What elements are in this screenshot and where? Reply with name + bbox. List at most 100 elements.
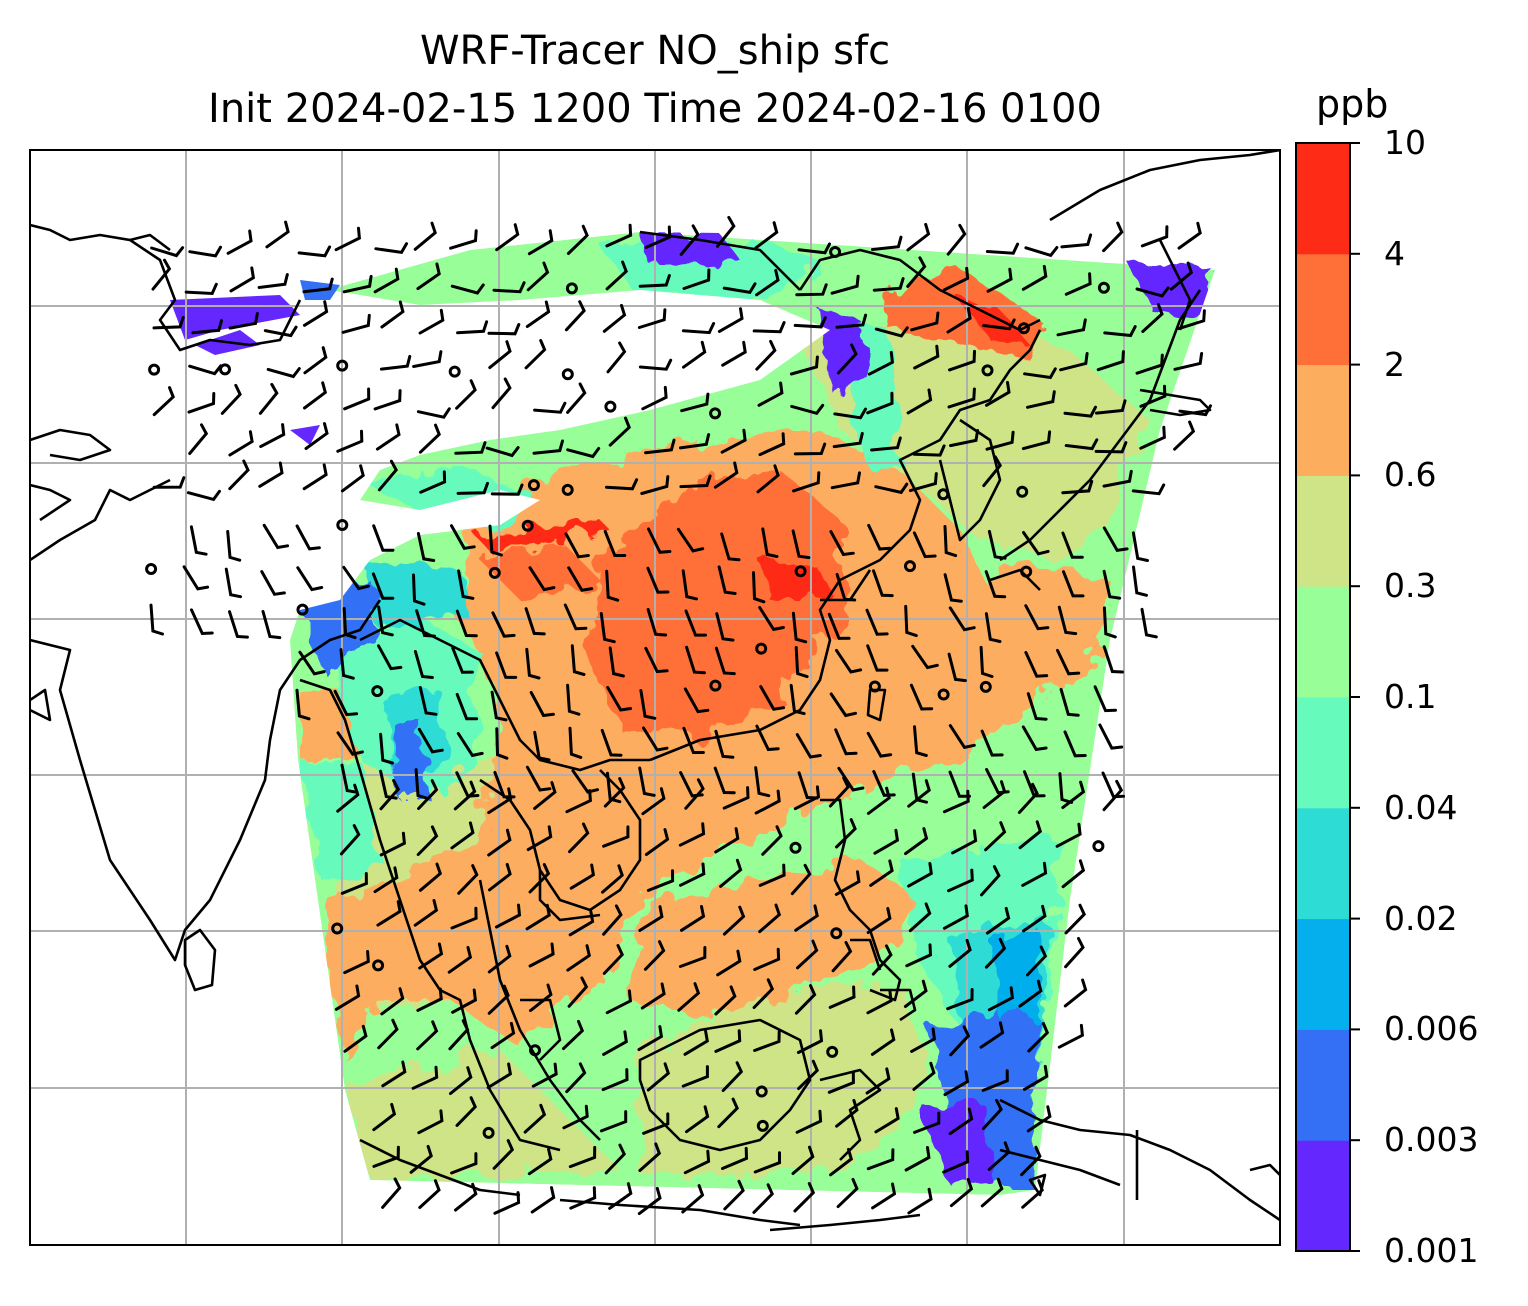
wind-barb bbox=[188, 245, 222, 258]
wind-barb bbox=[490, 483, 524, 496]
wind-barb bbox=[190, 608, 214, 636]
wind-barb bbox=[646, 566, 670, 594]
wind-barb bbox=[1024, 246, 1059, 258]
wind-barb bbox=[912, 444, 946, 457]
wind-barb bbox=[1093, 685, 1117, 713]
wind-barb bbox=[795, 733, 822, 759]
colorbar bbox=[1295, 142, 1360, 1252]
wind-barb bbox=[1102, 606, 1117, 639]
wind-barb bbox=[262, 523, 290, 550]
wind-barb bbox=[982, 318, 1016, 331]
colorbar-segment bbox=[1296, 697, 1350, 809]
wind-barb bbox=[608, 1182, 633, 1210]
wind-barb bbox=[418, 1179, 441, 1209]
wind-barb bbox=[342, 274, 373, 294]
wind-barb bbox=[415, 609, 436, 638]
wind-barb bbox=[797, 1059, 819, 1091]
wind-barb bbox=[605, 569, 620, 602]
wind-barb bbox=[906, 256, 927, 288]
wind-barb bbox=[1018, 820, 1043, 850]
wind-barb bbox=[1063, 978, 1088, 1008]
plot-title-line2: Init 2024-02-15 1200 Time 2024-02-16 010… bbox=[208, 86, 1102, 132]
wind-barb bbox=[644, 438, 676, 455]
wind-barb bbox=[907, 1187, 933, 1215]
wind-barb bbox=[834, 870, 861, 896]
wind-barb bbox=[450, 821, 475, 850]
wind-barb bbox=[681, 569, 698, 601]
wind-barb bbox=[530, 1186, 556, 1214]
wind-barb bbox=[229, 266, 256, 293]
wind-barb bbox=[637, 1025, 664, 1052]
wind-barb bbox=[450, 283, 485, 295]
wind-barb bbox=[942, 266, 970, 292]
wind-barb bbox=[303, 346, 328, 375]
wind-barb bbox=[296, 566, 324, 592]
wind-barb bbox=[228, 312, 259, 330]
wind-barb bbox=[417, 1109, 444, 1135]
wind-barb bbox=[602, 825, 630, 848]
wind-barb bbox=[721, 340, 747, 367]
wind-barb bbox=[490, 1021, 516, 1050]
wind-barb bbox=[758, 863, 786, 887]
wind-barb bbox=[1018, 979, 1043, 1008]
wind-barb bbox=[874, 326, 909, 338]
calm-wind-circle bbox=[372, 959, 385, 972]
wind-barb bbox=[755, 339, 777, 371]
wind-barb bbox=[913, 344, 940, 370]
wind-barb bbox=[493, 1191, 521, 1215]
wind-barb bbox=[150, 246, 185, 258]
wind-barb bbox=[642, 726, 669, 752]
wind-barb bbox=[419, 470, 447, 494]
wind-barb bbox=[794, 904, 819, 932]
wind-barb bbox=[608, 646, 625, 678]
calm-wind-circle bbox=[829, 246, 842, 258]
wind-barb bbox=[606, 341, 627, 374]
calm-wind-circle bbox=[756, 1119, 769, 1132]
calm-wind-circle bbox=[794, 565, 807, 578]
wind-barb bbox=[451, 988, 478, 1014]
wind-barb bbox=[302, 463, 328, 491]
wind-barb bbox=[874, 1107, 900, 1134]
wind-barb bbox=[796, 939, 819, 970]
wind-barb bbox=[303, 300, 329, 327]
wind-barb bbox=[450, 1152, 478, 1175]
wind-barb bbox=[1132, 565, 1148, 597]
wind-barb bbox=[833, 407, 867, 420]
wind-barb bbox=[987, 1141, 1011, 1171]
wind-barb bbox=[418, 423, 441, 454]
wind-barb bbox=[379, 769, 398, 800]
wind-barb bbox=[152, 476, 186, 489]
wind-barb bbox=[526, 261, 550, 292]
wind-barb bbox=[372, 524, 395, 552]
wind-barb bbox=[487, 828, 512, 857]
wind-barb bbox=[755, 268, 780, 297]
wind-barb bbox=[342, 565, 370, 591]
wind-barb bbox=[495, 651, 518, 679]
wind-barb bbox=[1020, 1145, 1042, 1177]
wind-barb bbox=[568, 910, 595, 937]
wind-barb bbox=[1061, 531, 1084, 559]
wind-barb bbox=[457, 864, 479, 895]
wind-barb bbox=[343, 387, 371, 411]
wind-barb bbox=[380, 300, 405, 329]
wind-barb bbox=[984, 570, 1007, 599]
wind-barb bbox=[676, 527, 705, 553]
wind-barb bbox=[980, 865, 1001, 897]
colorbar-segment bbox=[1296, 1029, 1350, 1141]
colorbar-tick-label: 0.02 bbox=[1384, 898, 1458, 938]
wind-barb bbox=[714, 646, 736, 676]
wind-barb bbox=[679, 474, 712, 489]
wind-barb bbox=[644, 225, 672, 249]
wind-barb bbox=[643, 940, 666, 971]
wind-barb bbox=[263, 325, 298, 338]
wind-barb bbox=[979, 645, 994, 678]
wind-barb bbox=[527, 1147, 553, 1176]
colorbar-tick-label: 0.6 bbox=[1384, 455, 1437, 495]
wind-barb bbox=[379, 831, 406, 857]
wind-barb bbox=[835, 1098, 859, 1128]
wind-barb bbox=[790, 863, 812, 896]
wind-barb bbox=[333, 689, 359, 717]
wind-barb bbox=[910, 1027, 937, 1053]
calm-wind-circle bbox=[561, 368, 574, 381]
wind-barb bbox=[528, 566, 556, 592]
